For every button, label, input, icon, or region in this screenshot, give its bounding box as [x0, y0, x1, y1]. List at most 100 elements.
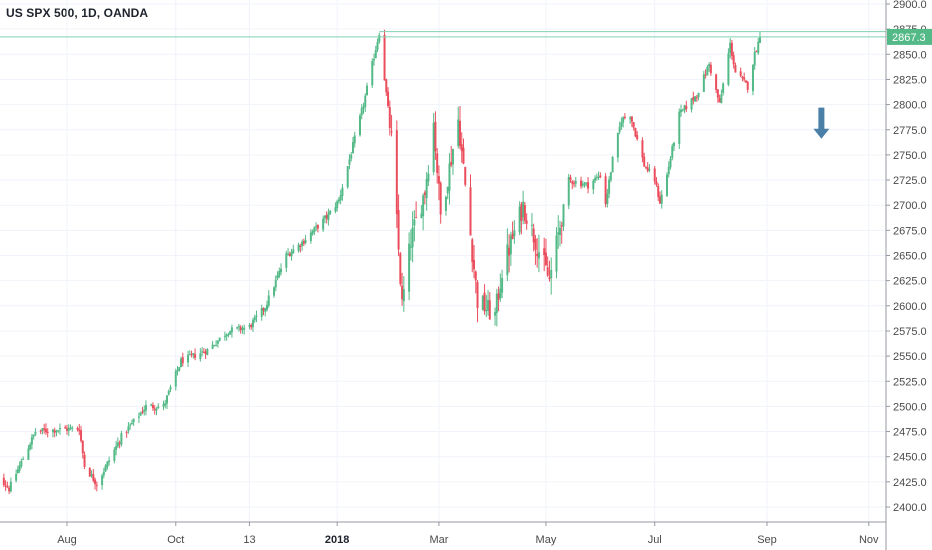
candle-body: [115, 446, 118, 451]
candle-body: [741, 76, 744, 79]
candle-body: [409, 246, 412, 248]
candle-body: [483, 292, 486, 312]
candle-body: [302, 241, 305, 244]
candle-body: [458, 120, 461, 147]
candle-body: [432, 122, 435, 173]
candle-body: [362, 106, 365, 109]
candle-body: [757, 41, 760, 54]
candle-body: [139, 412, 142, 416]
candle-body: [546, 267, 549, 276]
time-tick-label: Oct: [167, 534, 184, 546]
price-tick-label: 2775.0: [893, 125, 927, 137]
candle-body: [166, 395, 168, 404]
candle-body: [237, 325, 240, 327]
candle-body: [715, 74, 718, 90]
candle-body: [471, 239, 474, 263]
candle-body: [636, 135, 639, 140]
candle-body: [660, 194, 663, 204]
candle-body: [204, 351, 207, 355]
candle-body: [248, 325, 251, 327]
time-tick-label: May: [536, 534, 557, 546]
time-tick-label: 2018: [325, 534, 349, 546]
candle-body: [92, 474, 95, 481]
candle-body: [273, 287, 276, 296]
time-axis[interactable]: Aug Oct 13 2018 Mar May Jul Sep Nov: [0, 521, 886, 546]
candle-body: [388, 106, 391, 128]
price-tick-label: 2475.0: [893, 427, 927, 439]
candle-body: [473, 260, 476, 270]
price-tick-label: 2800.0: [893, 100, 927, 112]
candle-body: [606, 193, 609, 205]
candle-body: [408, 243, 411, 292]
candle-body: [299, 245, 302, 247]
candle-body: [348, 159, 351, 165]
candle-body: [78, 429, 81, 432]
candle-body: [30, 437, 33, 445]
candle-body: [29, 444, 32, 450]
candle-body: [644, 167, 647, 169]
down-arrow-icon[interactable]: [813, 107, 830, 139]
price-tick-label: 2600.0: [893, 301, 927, 313]
candle-body: [594, 178, 597, 181]
candle-body: [685, 105, 688, 110]
grid-layer: [0, 0, 886, 522]
candle-body: [744, 80, 747, 83]
candle-body: [162, 404, 165, 407]
candle-body: [46, 431, 49, 433]
candle-body: [401, 285, 404, 300]
candle-body: [94, 479, 97, 485]
candle-body: [481, 296, 484, 311]
candles-layer: [2, 29, 761, 495]
candle-body: [611, 157, 614, 173]
candle-body: [525, 220, 528, 224]
price-tick-label: 2750.0: [893, 150, 927, 162]
candle-body: [378, 35, 381, 42]
last-price-label: 2867.3: [892, 32, 926, 44]
price-tick-label: 2675.0: [893, 225, 927, 237]
candle-body: [727, 53, 730, 85]
price-tick-label: 2425.0: [893, 477, 927, 489]
candle-body: [413, 219, 416, 226]
candle-body: [4, 485, 7, 487]
candle-body: [206, 348, 209, 355]
candle-body: [223, 336, 226, 338]
candle-body: [655, 181, 658, 185]
candle-body: [262, 308, 265, 311]
candle-body: [51, 429, 54, 433]
candle-body: [399, 253, 402, 284]
candle-body: [116, 442, 119, 447]
candle-body: [716, 89, 719, 98]
candle-body: [102, 471, 105, 476]
chart-title: US SPX 500, 1D, OANDA: [6, 6, 149, 20]
candle-body: [450, 161, 453, 166]
candle-body: [678, 111, 681, 145]
price-tick-label: 2500.0: [893, 401, 927, 413]
candle-body: [153, 408, 156, 410]
candle-body: [536, 253, 539, 257]
candle-body: [364, 95, 367, 107]
candle-body: [141, 411, 144, 413]
candle-body: [460, 144, 463, 152]
candle-body: [648, 169, 651, 171]
candle-body: [451, 149, 454, 165]
price-axis[interactable]: 2400.0 2425.0 2450.0 2475.0 2500.0 2525.0 2550…: [885, 0, 932, 550]
candle-body: [337, 199, 340, 202]
candle-body: [188, 354, 191, 356]
candle-body: [557, 232, 560, 235]
candle-body: [315, 225, 318, 227]
candle-body: [297, 244, 300, 251]
candle-body: [706, 66, 709, 76]
candle-body: [499, 288, 502, 299]
candle-body: [27, 448, 30, 460]
candle-body: [373, 58, 376, 61]
candle-body: [44, 428, 47, 433]
candle-body: [758, 36, 761, 43]
candle-body: [304, 240, 307, 243]
candle-body: [90, 474, 93, 476]
candle-body: [704, 74, 707, 76]
candle-body: [718, 98, 721, 103]
candle-body: [469, 187, 472, 236]
price-tick-label: 2525.0: [893, 376, 927, 388]
candle-body: [509, 235, 512, 255]
